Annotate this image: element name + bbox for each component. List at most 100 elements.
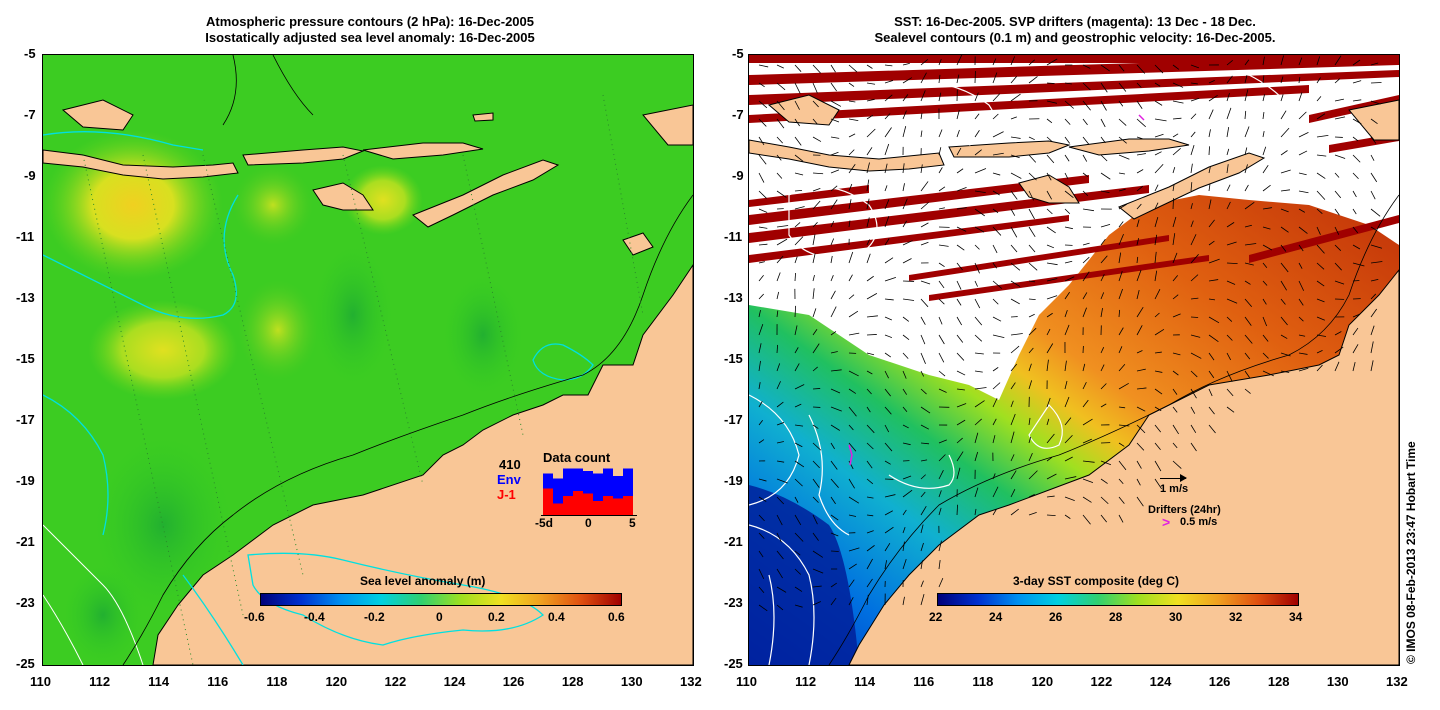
velocity-arrow <box>1064 360 1067 372</box>
velocity-arrow <box>902 240 913 246</box>
velocity-arrow <box>1244 75 1248 84</box>
velocity-arrow <box>974 432 979 444</box>
velocity-arrow <box>1370 341 1374 354</box>
velocity-arrow <box>992 509 997 516</box>
j1-count-bar <box>603 496 613 516</box>
velocity-arrow <box>1118 252 1122 264</box>
velocity-arrow <box>884 352 892 358</box>
velocity-arrow <box>1262 56 1265 66</box>
velocity-arrow <box>884 143 890 156</box>
velocity-arrow <box>974 508 977 516</box>
velocity-arrow <box>1028 226 1036 238</box>
velocity-arrow <box>1064 434 1073 444</box>
velocity-arrow <box>794 424 804 427</box>
velocity-arrow <box>866 442 874 450</box>
velocity-arrow <box>1154 289 1161 300</box>
velocity-arrow <box>1010 56 1016 66</box>
velocity-arrow <box>830 550 839 552</box>
velocity-arrow <box>812 64 821 74</box>
velocity-arrow <box>1298 92 1303 102</box>
velocity-arrow <box>1208 240 1215 246</box>
small-island-north <box>472 112 494 122</box>
velocity-arrow <box>1280 334 1288 339</box>
velocity-scale-arrowhead <box>1180 474 1187 482</box>
velocity-arrow <box>992 334 1005 339</box>
velocity-arrow <box>758 382 761 390</box>
velocity-arrow <box>920 112 923 120</box>
velocity-arrow <box>776 225 789 228</box>
dc-xtick-1: -5d <box>535 516 553 530</box>
velocity-arrow <box>758 360 761 372</box>
velocity-arrow <box>866 147 873 156</box>
velocity-arrow <box>848 579 855 588</box>
velocity-arrow <box>884 163 888 174</box>
velocity-arrow <box>902 352 909 359</box>
velocity-arrow <box>776 136 783 144</box>
velocity-arrow <box>1064 276 1075 282</box>
velocity-arrow <box>1316 134 1329 138</box>
velocity-arrow <box>1280 352 1291 357</box>
velocity-arrow <box>1010 154 1020 159</box>
velocity-arrow <box>1172 442 1178 449</box>
velocity-arrow <box>1244 243 1257 246</box>
velocity-arrow <box>1298 208 1306 213</box>
velocity-arrow <box>902 94 909 102</box>
velocity-arrow <box>1172 198 1174 210</box>
y-tick: -23 <box>724 595 743 610</box>
velocity-arrow <box>1118 172 1126 175</box>
velocity-arrow <box>848 133 856 138</box>
velocity-arrow <box>1010 280 1021 287</box>
velocity-arrow <box>1028 313 1035 318</box>
velocity-arrow <box>776 238 788 246</box>
velocity-arrow <box>956 244 965 251</box>
velocity-arrow <box>1046 172 1052 181</box>
velocity-arrow <box>848 496 860 504</box>
velocity-arrow <box>1370 360 1374 372</box>
velocity-arrow <box>1352 154 1361 163</box>
velocity-arrow <box>758 478 767 482</box>
velocity-arrow <box>758 226 768 229</box>
velocity-arrow <box>992 131 1004 138</box>
velocity-arrow <box>794 256 798 264</box>
velocity-arrow <box>848 478 855 489</box>
velocity-arrow <box>884 442 893 452</box>
velocity-arrow <box>1172 233 1176 246</box>
velocity-arrow <box>1244 388 1251 394</box>
velocity-arrow <box>1370 190 1376 200</box>
velocity-arrow <box>1172 117 1182 120</box>
velocity-arrow <box>848 164 856 174</box>
velocity-arrow <box>1100 274 1105 282</box>
velocity-arrow <box>974 190 986 194</box>
velocity-arrow <box>974 487 979 498</box>
velocity-arrow <box>812 585 822 588</box>
y-tick: -21 <box>724 534 743 549</box>
velocity-arrow <box>1208 219 1215 228</box>
velocity-arrow <box>1100 307 1103 318</box>
velocity-arrow <box>902 110 907 120</box>
velocity-arrow <box>1172 424 1179 435</box>
velocity-arrow <box>884 127 892 138</box>
velocity-arrow <box>1046 278 1058 282</box>
velocity-arrow <box>938 388 947 393</box>
velocity-arrow <box>884 460 891 465</box>
velocity-arrow <box>1172 294 1179 300</box>
velocity-arrow <box>920 280 931 285</box>
velocity-arrow <box>1082 190 1089 196</box>
pressure-contour-2 <box>43 594 84 665</box>
velocity-arrow <box>1208 279 1219 282</box>
velocity-arrow <box>848 406 857 417</box>
velocity-arrow <box>1370 62 1379 66</box>
velocity-arrow <box>992 367 999 372</box>
velocity-arrow <box>830 275 834 282</box>
velocity-arrow <box>1082 496 1092 503</box>
velocity-arrow <box>884 94 893 102</box>
velocity-arrow <box>866 114 874 120</box>
velocity-arrow <box>992 172 1001 176</box>
velocity-arrow <box>956 147 962 156</box>
velocity-arrow <box>1010 333 1023 336</box>
velocity-arrow <box>920 474 926 480</box>
velocity-arrow <box>1244 370 1251 378</box>
velocity-arrow <box>956 298 962 306</box>
lombok-sumbawa-sst <box>948 140 1071 158</box>
velocity-arrow <box>758 324 764 336</box>
